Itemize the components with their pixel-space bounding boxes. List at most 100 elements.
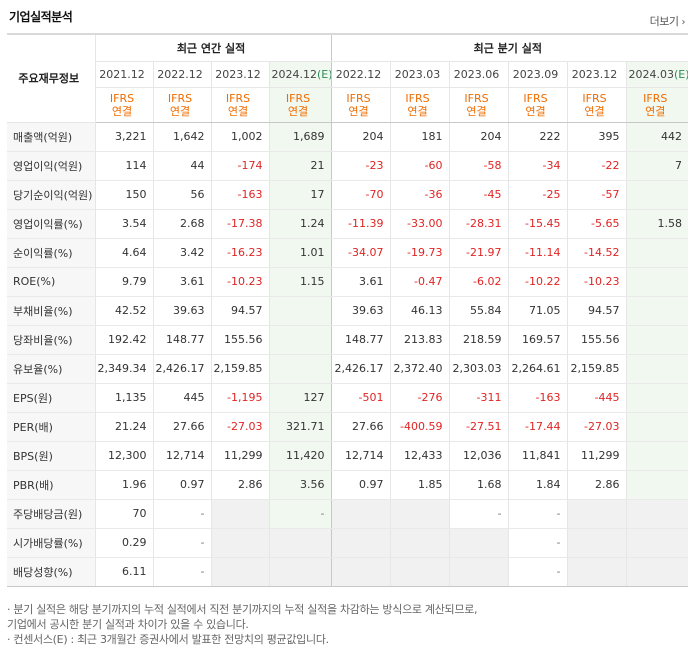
row-label: 당기순이익(억원) <box>7 180 95 210</box>
table-cell: 1.85 <box>389 470 450 500</box>
table-cell: -11.39 <box>330 208 391 239</box>
financial-table: 주요재무정보 최근 연간 실적 최근 분기 실적 2021.12 2022.12 2… <box>7 33 689 587</box>
table-cell: -16.23 <box>210 238 269 268</box>
table-cell: -28.31 <box>448 208 509 239</box>
table-cell <box>625 238 689 268</box>
table-cell <box>566 557 627 587</box>
table-cell: 2,426.17 <box>330 354 391 384</box>
table-cell <box>625 382 689 413</box>
table-cell: -11.14 <box>507 238 568 268</box>
ifrs-header: IFRS 연결 <box>625 87 689 123</box>
table-row: 당기순이익(억원) 150 56 -163 17 -70 -36 -45 -25 -57 <box>7 180 689 210</box>
table-cell: -34.07 <box>330 238 391 268</box>
table-row: 영업이익률(%) 3.54 2.68 -17.38 1.24 -11.39 -33.00 -2… <box>7 208 689 239</box>
table-cell: -58 <box>448 151 509 181</box>
more-label: 더보기 <box>649 15 679 28</box>
table-cell <box>625 180 689 210</box>
table-cell: 222 <box>507 122 568 152</box>
table-cell: -10.23 <box>566 267 627 297</box>
ifrs-header: IFRS 연결 <box>268 87 332 123</box>
table-cell: -276 <box>389 382 450 413</box>
table-cell: - <box>507 528 568 558</box>
table-cell: 2,159.85 <box>210 354 269 384</box>
row-label: 영업이익(억원) <box>7 151 95 181</box>
footnote-3: · 컨센서스(E) : 최근 3개월간 증권사에서 발표한 전망치의 평균값입니… <box>7 633 329 646</box>
table-cell: 11,420 <box>268 441 332 471</box>
consolidated-label: 연결 <box>227 104 249 118</box>
ifrs-header: IFRS 연결 <box>330 87 391 123</box>
period-label: 2023.03 <box>394 67 441 81</box>
table-cell: -21.97 <box>448 238 509 268</box>
table-cell: 12,433 <box>389 441 450 471</box>
table-cell <box>268 325 332 355</box>
table-cell: 94.57 <box>566 296 627 326</box>
table-cell <box>448 557 509 587</box>
table-cell: 70 <box>94 498 153 529</box>
table-cell: -36 <box>389 180 450 210</box>
table-cell: - <box>268 498 332 529</box>
table-cell: 321.71 <box>268 412 332 442</box>
table-cell: 204 <box>448 122 509 152</box>
corner-header: 주요재무정보 <box>7 33 95 123</box>
footnote-2: 기업에서 공시한 분기 실적과 차이가 있을 수 있습니다. <box>7 618 249 631</box>
estimate-mark: (E) <box>317 67 332 81</box>
table-cell: -501 <box>330 382 391 413</box>
table-cell: 445 <box>152 382 211 413</box>
table-cell: 11,299 <box>566 441 627 471</box>
consolidated-label: 연결 <box>169 104 191 118</box>
ifrs-label: IFRS <box>167 91 193 105</box>
table-cell: 1.58 <box>625 208 689 239</box>
table-row: BPS(원) 12,300 12,714 11,299 11,420 12,714 12,4… <box>7 441 689 471</box>
table-cell: -10.23 <box>210 267 269 297</box>
table-cell: 218.59 <box>448 325 509 355</box>
table-cell: 1.84 <box>507 470 568 500</box>
table-cell: 148.77 <box>152 325 211 355</box>
section-header: 기업실적분석 더보기 › <box>9 8 685 30</box>
row-label: 배당성향(%) <box>7 557 95 587</box>
table-cell: -27.51 <box>448 412 509 442</box>
table-cell: -0.47 <box>389 267 450 297</box>
period-label: 2021.12 <box>99 67 145 81</box>
table-cell: 11,841 <box>507 441 568 471</box>
table-cell <box>625 470 689 500</box>
table-cell: -311 <box>448 382 509 413</box>
table-cell: 169.57 <box>507 325 568 355</box>
table-cell <box>625 557 689 587</box>
period-label: 2024.12 <box>271 67 318 81</box>
consolidated-label: 연결 <box>348 104 369 118</box>
consolidated-label: 연결 <box>407 104 428 118</box>
table-cell: -15.45 <box>507 208 568 239</box>
table-cell: 44 <box>152 151 211 181</box>
row-label: PER(배) <box>7 412 95 442</box>
table-cell: -19.73 <box>389 238 450 268</box>
table-cell: 2,303.03 <box>448 354 509 384</box>
table-cell: -1,195 <box>210 382 269 413</box>
table-cell: 2,264.61 <box>507 354 568 384</box>
table-cell: 2,426.17 <box>152 354 211 384</box>
table-cell: -25 <box>507 180 568 210</box>
table-cell: 6.11 <box>94 557 153 587</box>
table-cell: 150 <box>94 180 153 210</box>
ifrs-label: IFRS <box>523 91 548 105</box>
table-cell: 46.13 <box>389 296 450 326</box>
table-cell: 1.15 <box>268 267 332 297</box>
table-cell: -70 <box>330 180 391 210</box>
table-cell: 204 <box>330 122 391 152</box>
more-link[interactable]: 더보기 › <box>649 13 686 29</box>
period-header: 2022.12 <box>330 61 391 88</box>
table-cell: - <box>507 498 568 529</box>
period-label: 2024.03 <box>628 67 675 81</box>
table-cell <box>210 528 269 558</box>
ifrs-label: IFRS <box>285 91 311 105</box>
period-header: 2023.12 <box>210 61 269 88</box>
table-row: EPS(원) 1,135 445 -1,195 127 -501 -276 -311 -163-… <box>7 382 689 413</box>
table-cell: -400.59 <box>389 412 450 442</box>
ifrs-header: IFRS 연결 <box>210 87 269 123</box>
table-cell <box>268 557 332 587</box>
period-header: 2021.12 <box>94 61 153 88</box>
table-cell: 39.63 <box>152 296 211 326</box>
ifrs-header: IFRS 연결 <box>152 87 211 123</box>
table-cell: 1.01 <box>268 238 332 268</box>
row-label: 영업이익률(%) <box>7 208 95 239</box>
table-cell: 12,300 <box>94 441 153 471</box>
